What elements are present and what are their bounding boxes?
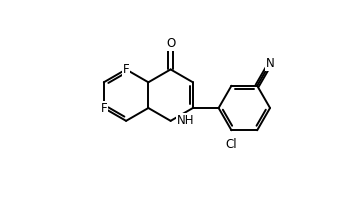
Text: N: N bbox=[266, 57, 274, 70]
Text: NH: NH bbox=[177, 114, 195, 127]
Text: F: F bbox=[123, 63, 129, 76]
Text: F: F bbox=[100, 102, 107, 114]
Text: O: O bbox=[166, 37, 175, 50]
Text: Cl: Cl bbox=[226, 138, 237, 151]
